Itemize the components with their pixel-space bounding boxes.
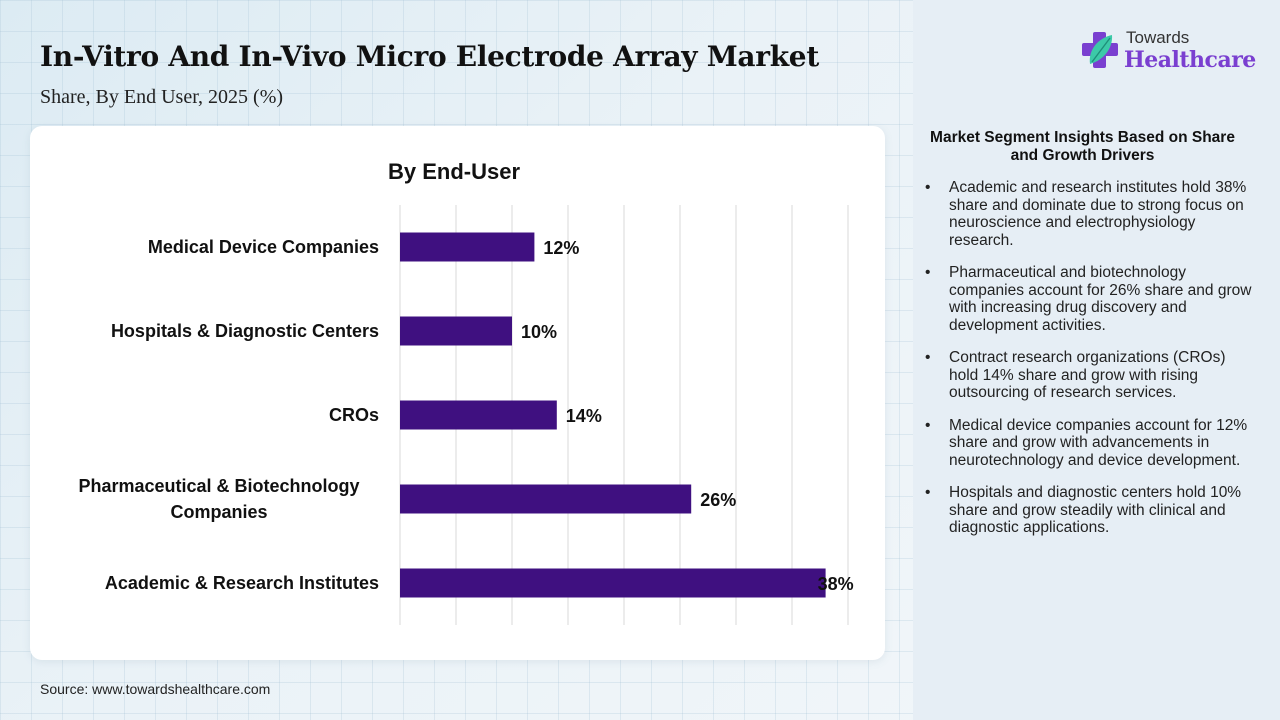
page-title: In-Vitro And In-Vivo Micro Electrode Arr… (40, 40, 819, 73)
category-label-line: Academic & Research Institutes (104, 573, 379, 593)
bullet-icon: • (925, 179, 931, 196)
category-label: Medical Device Companies (39, 234, 379, 260)
insight-item: • Contract research organizations (CROs) … (925, 349, 1255, 402)
insights-list: • Academic and research institutes hold 3… (925, 179, 1255, 552)
page-subtitle: Share, By End User, 2025 (%) (40, 86, 284, 108)
insight-item: • Academic and research institutes hold 3… (925, 179, 1255, 249)
logo-text-towards: Towards (1126, 28, 1190, 47)
insight-text: Pharmaceutical and biotechnology compani… (949, 264, 1252, 334)
bullet-icon: • (925, 484, 931, 501)
insights-title: Market Segment Insights Based on Share a… (930, 129, 1235, 164)
category-label: Pharmaceutical & Biotechnology Companies (49, 473, 389, 525)
category-label-line: Medical Device Companies (147, 237, 379, 257)
brand-logo: Towards Healthcare (1080, 26, 1260, 76)
insight-item: • Hospitals and diagnostic centers hold 1… (925, 484, 1255, 537)
insight-text: Hospitals and diagnostic centers hold 10… (949, 484, 1242, 536)
insight-item: • Medical device companies account for 12… (925, 417, 1255, 470)
category-label: Academic & Research Institutes (39, 570, 379, 596)
category-label-line: Hospitals & Diagnostic Centers (110, 321, 379, 341)
logo-text-healthcare: Healthcare (1124, 47, 1256, 73)
insights-panel (913, 0, 1280, 720)
bullet-icon: • (925, 349, 931, 366)
category-label-line: Pharmaceutical & Biotechnology (78, 476, 360, 496)
category-label: CROs (39, 402, 379, 428)
cross-leaf-icon (1082, 32, 1118, 68)
bullet-icon: • (925, 264, 931, 281)
insight-text: Academic and research institutes hold 38… (949, 179, 1247, 249)
source-note: Source: www.towardshealthcare.com (40, 681, 271, 697)
bullet-icon: • (925, 416, 931, 434)
category-label: Hospitals & Diagnostic Centers (39, 318, 379, 344)
category-label-line: CROs (328, 405, 379, 425)
insight-text: Contract research organizations (CROs) h… (949, 349, 1226, 401)
chart-title: By End-User (388, 159, 521, 184)
category-label-line: Companies (170, 502, 268, 522)
insight-text: Medical device companies account for 12%… (949, 416, 1248, 469)
insight-item: • Pharmaceutical and biotechnology compan… (925, 264, 1255, 334)
